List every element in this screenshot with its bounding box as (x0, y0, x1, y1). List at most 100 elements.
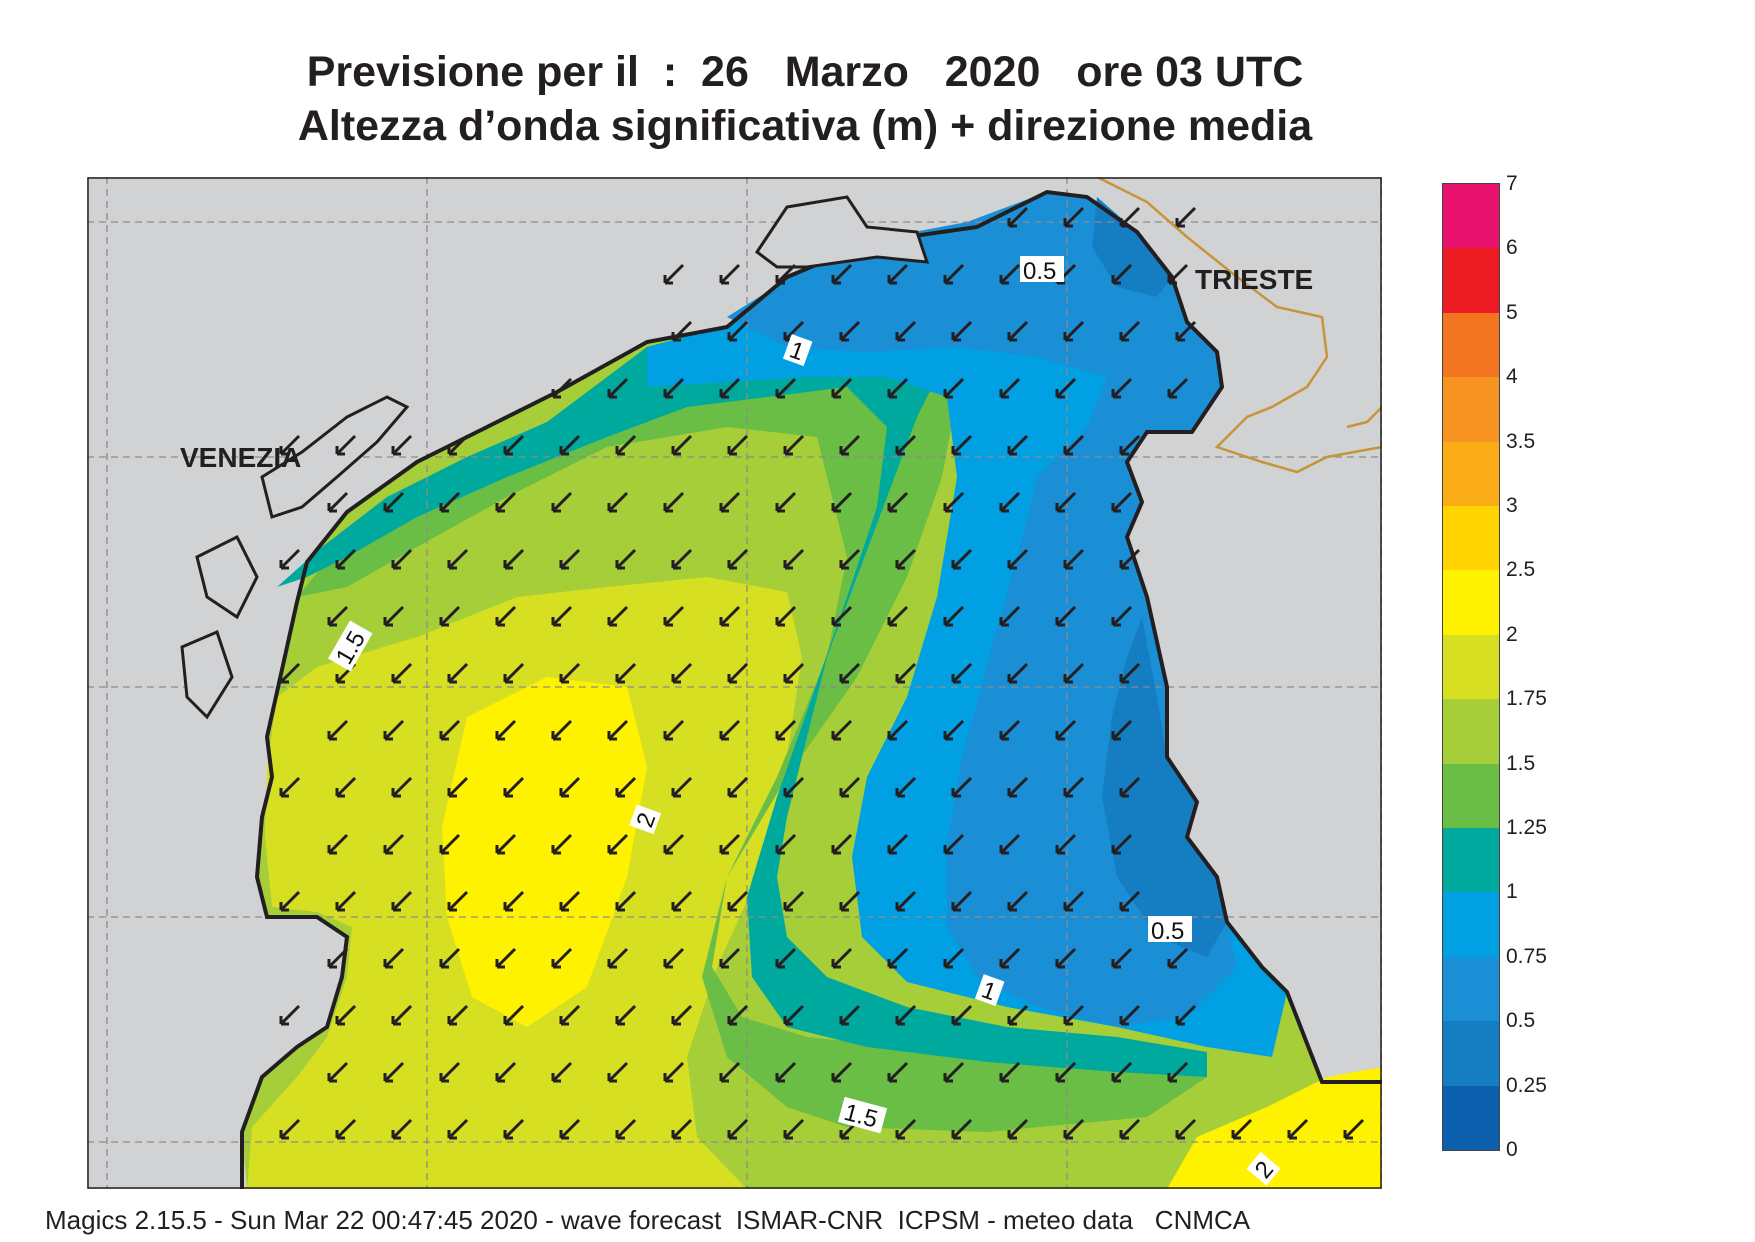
wave-arrow-shaft (1175, 1004, 1197, 1026)
wave-arrow-shaft (719, 947, 741, 969)
wave-arrow-shaft (663, 263, 685, 285)
wave-arrow-head (775, 959, 785, 969)
wave-arrow-shaft (1119, 206, 1141, 228)
wave-arrow-shaft (391, 776, 413, 798)
legend-tick-label: 3 (1506, 494, 1518, 517)
wave-arrow-shaft (391, 662, 413, 684)
wave-arrow-head (279, 560, 289, 570)
wave-arrow-shaft (839, 1004, 861, 1026)
wave-arrow-shaft (1175, 1118, 1197, 1140)
wave-arrow-head (607, 1073, 617, 1083)
wave-arrow-shaft (951, 890, 973, 912)
wave-arrow-shaft (887, 491, 909, 513)
wave-arrow-head (1175, 218, 1185, 228)
wave-arrow-head (727, 332, 737, 342)
wave-arrow-shaft (999, 947, 1021, 969)
wave-arrow-shaft (391, 434, 413, 456)
wave-arrow-head (1119, 902, 1129, 912)
wave-arrow-head (383, 503, 393, 513)
wave-arrow-head (831, 959, 841, 969)
wave-arrow-shaft (839, 662, 861, 684)
wave-arrow-shaft (447, 662, 469, 684)
wave-arrow-head (383, 731, 393, 741)
wave-arrow-head (895, 332, 905, 342)
wave-arrow-shaft (727, 548, 749, 570)
wave-arrow-shaft (831, 1061, 853, 1083)
wave-arrow-head (1167, 1073, 1177, 1083)
wave-arrow-shaft (887, 719, 909, 741)
wave-arrow-head (607, 617, 617, 627)
wave-arrow-shaft (887, 947, 909, 969)
wave-arrow-shaft (439, 1061, 461, 1083)
wave-arrow-head (663, 959, 673, 969)
wave-arrow-head (335, 902, 345, 912)
wave-arrow-shaft (951, 662, 973, 684)
wave-arrow-shaft (1167, 947, 1189, 969)
wave-arrow-shaft (1119, 320, 1141, 342)
wave-arrow-head (999, 731, 1009, 741)
wave-arrow-shaft (279, 662, 301, 684)
wave-arrow-shaft (775, 947, 797, 969)
wave-arrow-shaft (279, 434, 301, 456)
wave-arrow-head (943, 275, 953, 285)
wave-arrow-shaft (663, 491, 685, 513)
wave-arrow-shaft (831, 263, 853, 285)
wave-arrow-shaft (999, 491, 1021, 513)
wave-arrow-head (783, 674, 793, 684)
wave-arrow-head (775, 617, 785, 627)
wave-arrow-shaft (775, 377, 797, 399)
wave-arrow-shaft (663, 1061, 685, 1083)
wave-arrow-head (943, 731, 953, 741)
wave-arrow-shaft (1111, 377, 1133, 399)
wave-arrow-head (1055, 731, 1065, 741)
wave-arrow-shaft (775, 491, 797, 513)
wave-arrow-shaft (783, 1004, 805, 1026)
wave-arrow-shaft (383, 1061, 405, 1083)
legend-tick-label: 0 (1506, 1138, 1518, 1161)
wave-arrow-head (831, 1073, 841, 1083)
wave-arrow-shaft (439, 491, 461, 513)
wave-arrow-head (671, 332, 681, 342)
wave-arrow-shaft (327, 719, 349, 741)
wave-arrow-shaft (1063, 320, 1085, 342)
wave-arrow-head (727, 1130, 737, 1140)
wave-arrow-shaft (671, 1004, 693, 1026)
wave-arrow-shaft (1055, 833, 1077, 855)
wave-arrow-shaft (503, 776, 525, 798)
legend-tick-label: 4 (1506, 365, 1518, 389)
wave-arrow-shaft (887, 377, 909, 399)
wave-arrow-head (615, 674, 625, 684)
wave-arrow-shaft (391, 548, 413, 570)
wave-arrow-head (663, 845, 673, 855)
wave-arrow-head (831, 617, 841, 627)
border-line (1096, 177, 1382, 474)
legend-tick-label: 0.5 (1506, 1009, 1536, 1033)
wave-arrow-head (335, 446, 345, 456)
wave-arrow-shaft (1007, 1118, 1029, 1140)
wave-arrow-head (447, 902, 457, 912)
wave-arrow-shaft (671, 662, 693, 684)
wave-arrow-head (1055, 845, 1065, 855)
wave-arrow-head (1063, 560, 1073, 570)
legend-tick-label: 0.25 (1506, 1073, 1547, 1097)
wave-arrow-shaft (1055, 377, 1077, 399)
wave-arrow-head (951, 674, 961, 684)
wave-arrow-shaft (1111, 491, 1133, 513)
wave-arrow-shaft (1007, 320, 1029, 342)
venice-lagoon (180, 195, 930, 720)
wave-arrow-shaft (1175, 206, 1197, 228)
wave-arrow-head (727, 902, 737, 912)
wave-arrow-head (1287, 1130, 1297, 1140)
wave-arrow-head (1055, 617, 1065, 627)
wave-arrow-head (551, 617, 561, 627)
wave-arrow-head (951, 332, 961, 342)
wave-arrow-shaft (727, 320, 749, 342)
wave-arrow-head (1111, 617, 1121, 627)
wave-arrow-head (1167, 959, 1177, 969)
wave-arrow-head (391, 788, 401, 798)
wave-arrow-shaft (1287, 1118, 1309, 1140)
wave-arrow-head (943, 845, 953, 855)
wave-arrow-head (1063, 902, 1073, 912)
wave-arrow-shaft (559, 662, 581, 684)
wave-arrow-shaft (279, 890, 301, 912)
